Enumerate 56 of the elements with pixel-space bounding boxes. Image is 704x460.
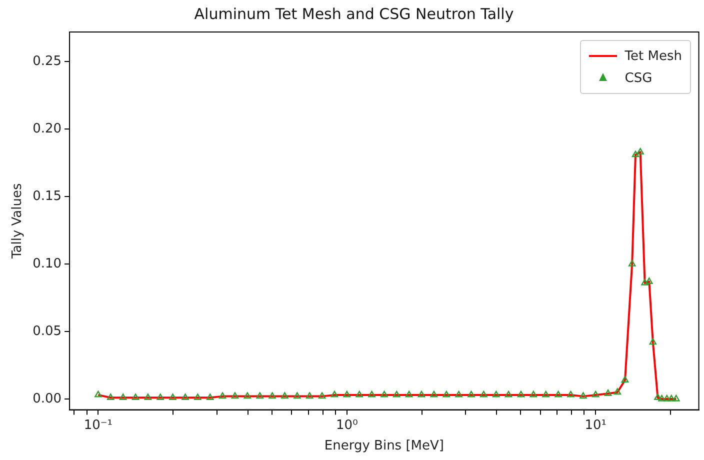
- point: [580, 392, 587, 399]
- point: [418, 390, 426, 398]
- point: [604, 390, 612, 396]
- point: [380, 390, 388, 398]
- point: [517, 390, 525, 398]
- point: [330, 390, 338, 398]
- point: [318, 392, 326, 399]
- point: [368, 390, 376, 398]
- point: [442, 390, 450, 398]
- point: [343, 390, 351, 398]
- point: [144, 394, 152, 400]
- point: [430, 390, 438, 398]
- point: [182, 394, 189, 400]
- legend-label: CSG: [624, 70, 652, 86]
- x-tick-label: 10⁻¹: [84, 418, 113, 433]
- point: [218, 392, 226, 399]
- point: [256, 392, 264, 399]
- point: [567, 390, 574, 398]
- point: [405, 390, 413, 398]
- point: [468, 390, 475, 398]
- point: [492, 390, 500, 398]
- y-tick-label: 0.15: [32, 188, 62, 204]
- point: [206, 394, 214, 400]
- point: [231, 392, 239, 399]
- point: [530, 390, 538, 398]
- y-axis-title: Tally Values: [10, 183, 26, 260]
- point: [132, 394, 140, 400]
- point: [169, 394, 176, 400]
- point: [455, 390, 462, 398]
- point: [119, 394, 127, 400]
- point: [194, 394, 202, 400]
- point: [281, 392, 288, 399]
- point: [592, 390, 600, 398]
- point: [356, 390, 363, 398]
- legend-label: Tet Mesh: [624, 48, 682, 64]
- point: [107, 394, 114, 400]
- point: [94, 390, 102, 398]
- x-axis-title: Energy Bins [MeV]: [324, 438, 444, 454]
- y-tick-label: 0.10: [32, 256, 62, 272]
- point: [306, 392, 314, 399]
- point: [554, 390, 562, 398]
- point: [542, 390, 550, 398]
- point: [504, 390, 512, 398]
- point: [244, 392, 252, 399]
- y-tick-label: 0.00: [32, 391, 62, 406]
- y-tick-label: 0.05: [32, 324, 62, 339]
- point: [480, 390, 488, 398]
- point: [294, 392, 301, 399]
- y-tick-label: 0.20: [32, 122, 62, 137]
- point: [268, 392, 276, 399]
- point: [393, 390, 400, 398]
- point: [156, 394, 164, 400]
- y-tick-label: 0.25: [32, 54, 62, 70]
- x-tick-label: 10¹: [584, 418, 606, 433]
- chart-title: Aluminum Tet Mesh and CSG Neutron Tally: [194, 4, 514, 23]
- x-tick-label: 10⁰: [336, 418, 358, 433]
